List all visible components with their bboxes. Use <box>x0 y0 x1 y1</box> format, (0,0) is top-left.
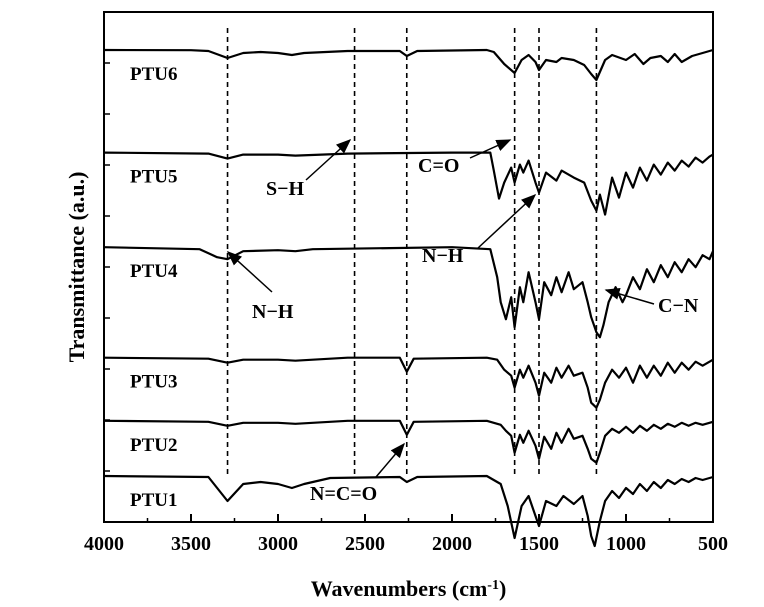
y-axis-label: Transmittance (a.u.) <box>64 172 89 363</box>
x-tick-label: 500 <box>698 533 728 555</box>
x-axis-label-close: ) <box>499 576 506 601</box>
series-group <box>103 48 715 548</box>
annotation-label: N−H <box>252 301 294 323</box>
series-label: PTU1 <box>130 490 178 511</box>
series-line <box>103 419 714 464</box>
annotation-arrow <box>305 138 352 181</box>
x-tick-label: 3000 <box>258 533 298 555</box>
annotation-arrow <box>226 250 273 293</box>
series-label: PTU6 <box>130 64 178 85</box>
x-tick-label: 1500 <box>519 533 559 555</box>
series-line <box>103 356 714 409</box>
x-axis-label: Wavenumbers (cm-1) <box>311 576 507 601</box>
series-line <box>103 48 714 82</box>
series-label: PTU5 <box>130 167 178 188</box>
annotations: S−H C=O N−H N−H C−N N=C=O <box>226 138 699 505</box>
x-tick-label: 1000 <box>606 533 646 555</box>
series-line <box>103 246 715 339</box>
x-axis-label-main: Wavenumbers (cm <box>311 576 488 601</box>
y-axis-ticks <box>104 62 110 472</box>
x-tick-label: 2000 <box>432 533 472 555</box>
annotation-label: N−H <box>422 245 464 267</box>
x-tick-label: 4000 <box>84 533 124 555</box>
series-line <box>103 151 714 216</box>
reference-lines <box>226 28 598 478</box>
plot-frame <box>103 11 714 523</box>
annotation-arrow <box>477 193 537 249</box>
series-label: PTU3 <box>130 372 178 393</box>
x-tick-label: 3500 <box>171 533 211 555</box>
annotation-label: C=O <box>418 155 459 177</box>
x-tick-label: 2500 <box>345 533 385 555</box>
series-label: PTU4 <box>130 261 178 282</box>
series-labels: PTU6 PTU5 PTU4 PTU3 PTU2 PTU1 <box>130 64 178 511</box>
series-label: PTU2 <box>130 435 178 456</box>
series-line <box>103 474 714 548</box>
annotation-arrow <box>375 442 405 478</box>
x-axis-ticks: 4000 3500 3000 2500 2000 1500 1000 500 <box>84 514 728 555</box>
annotation-label: C−N <box>658 295 699 317</box>
annotation-arrow <box>469 139 512 159</box>
annotation-label: N=C=O <box>310 483 377 505</box>
x-axis-label-superscript: -1 <box>487 578 499 593</box>
annotation-label: S−H <box>266 178 305 200</box>
annotation-arrow <box>604 288 655 305</box>
